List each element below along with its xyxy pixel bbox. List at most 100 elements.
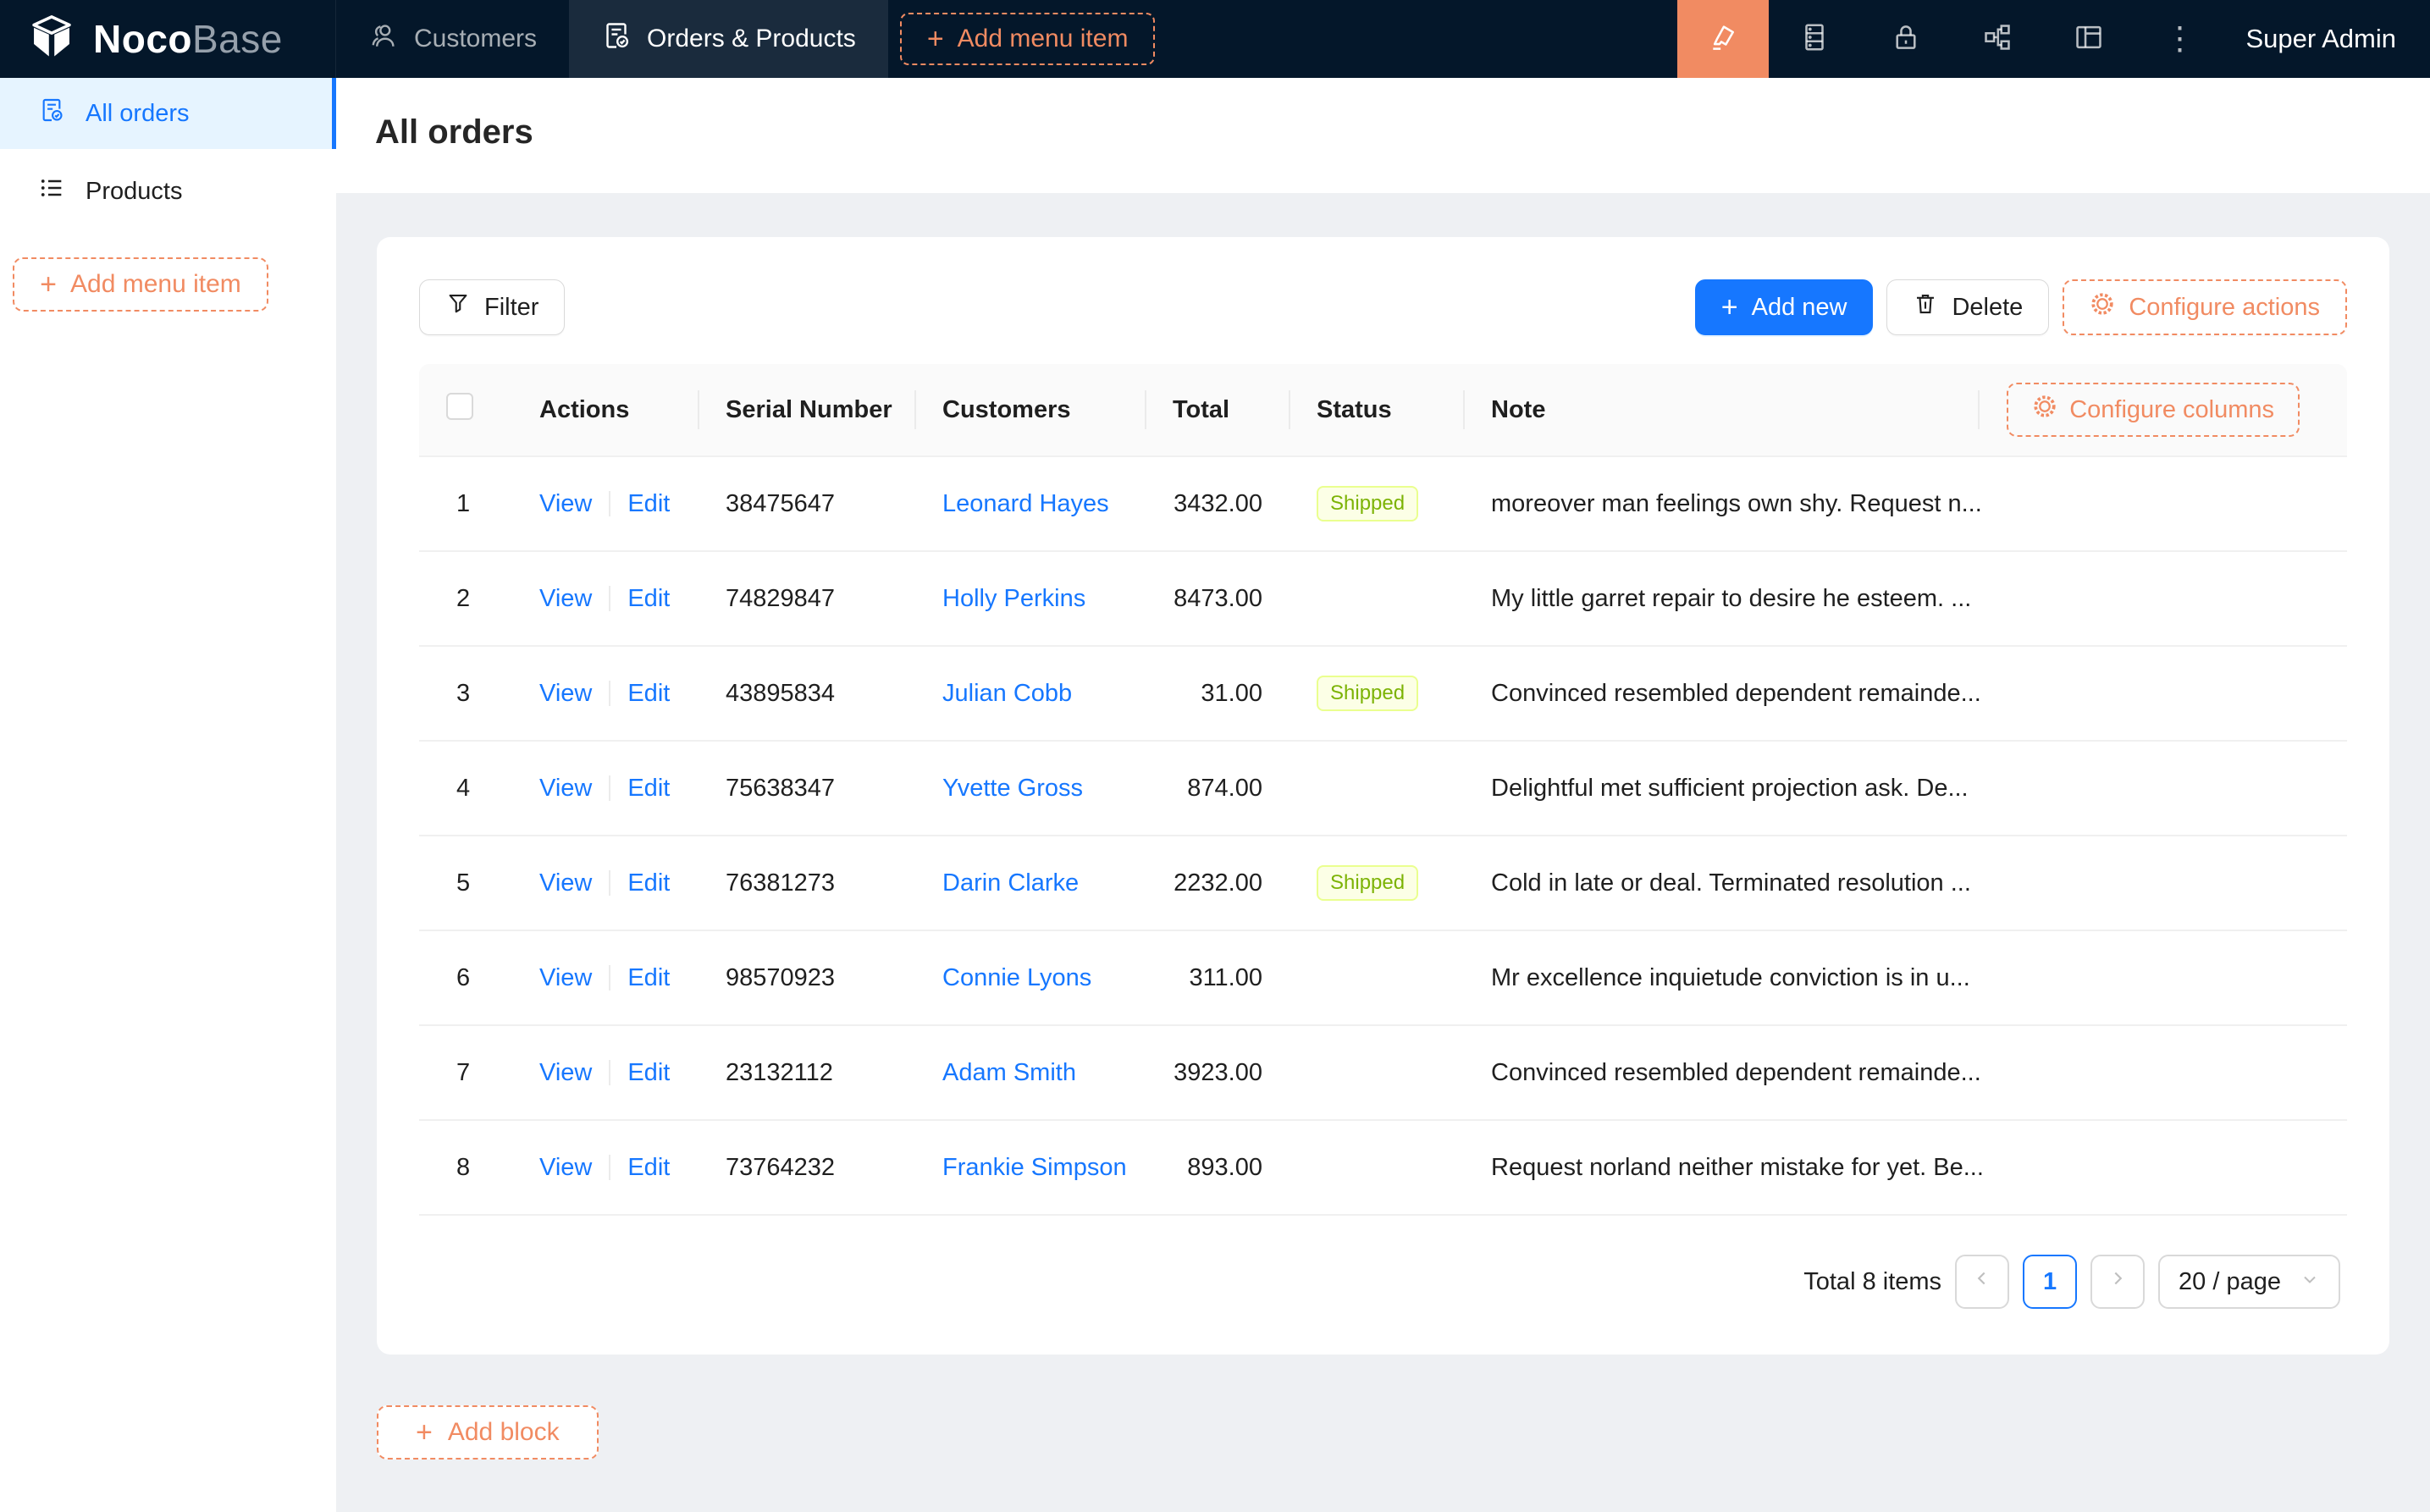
edit-link[interactable]: Edit	[627, 1058, 671, 1086]
view-link[interactable]: View	[539, 679, 593, 707]
more-button[interactable]: ⋮	[2135, 0, 2226, 78]
sidebar-item-all-orders[interactable]: All orders	[0, 78, 336, 149]
table-row[interactable]: 5 View Edit 76381273 Darin Clarke 2232.0…	[419, 836, 2347, 931]
row-index: 3	[456, 679, 471, 707]
topbar: NocoBase Customers Orders & Products + A…	[0, 0, 2430, 78]
total-cell: 8473.00	[1174, 584, 1262, 612]
edit-link[interactable]: Edit	[627, 963, 671, 991]
note-cell: Convinced resembled dependent remainde..…	[1491, 679, 1981, 707]
customer-link[interactable]: Yvette Gross	[942, 774, 1084, 802]
topbar-add-menu-item-button[interactable]: + Add menu item	[899, 13, 1156, 65]
customer-link[interactable]: Julian Cobb	[942, 679, 1073, 707]
column-header-serial-number: Serial Number	[699, 396, 915, 424]
customer-link[interactable]: Adam Smith	[942, 1058, 1076, 1086]
tab-customers[interactable]: Customers	[336, 0, 569, 78]
table-row[interactable]: 1 View Edit 38475647 Leonard Hayes 3432.…	[419, 457, 2347, 552]
sidebar: All orders Products + Add menu item	[0, 78, 336, 1512]
brand: NocoBase	[0, 0, 336, 78]
layout-icon	[2073, 21, 2105, 58]
configure-columns-button[interactable]: Configure columns	[2007, 383, 2300, 437]
database-button[interactable]	[1769, 0, 1860, 78]
serial-number-cell: 23132112	[726, 1058, 833, 1086]
chevron-right-icon	[2107, 1267, 2129, 1296]
actions-divider	[609, 775, 611, 801]
permissions-button[interactable]	[1860, 0, 1952, 78]
delete-button[interactable]: Delete	[1886, 279, 2050, 335]
serial-number-cell: 43895834	[726, 679, 836, 707]
tab-label: Orders & Products	[647, 25, 856, 52]
column-header-note: Note Configure columns	[1464, 383, 2347, 437]
trash-icon	[1913, 291, 1938, 323]
customer-link[interactable]: Frankie Simpson	[942, 1153, 1127, 1181]
edit-link[interactable]: Edit	[627, 1153, 671, 1181]
note-cell: Convinced resembled dependent remainde..…	[1491, 1058, 1981, 1086]
table-row[interactable]: 8 View Edit 73764232 Frankie Simpson 893…	[419, 1121, 2347, 1216]
content: Filter + Add new	[336, 193, 2430, 1512]
file-check-icon	[38, 97, 65, 130]
note-cell: Delightful met sufficient projection ask…	[1491, 774, 1969, 802]
edit-link[interactable]: Edit	[627, 869, 671, 897]
total-cell: 2232.00	[1174, 869, 1262, 897]
ui-editor-button[interactable]	[1676, 0, 1769, 78]
table-body: 1 View Edit 38475647 Leonard Hayes 3432.…	[419, 457, 2347, 1216]
row-actions: View Edit	[512, 775, 699, 803]
table-row[interactable]: 6 View Edit 98570923 Connie Lyons 311.00…	[419, 931, 2347, 1026]
edit-link[interactable]: Edit	[627, 489, 671, 517]
configure-actions-button[interactable]: Configure actions	[2063, 279, 2347, 335]
table-row[interactable]: 4 View Edit 75638347 Yvette Gross 874.00…	[419, 742, 2347, 836]
edit-link[interactable]: Edit	[627, 679, 671, 707]
gear-icon	[2090, 291, 2115, 323]
edit-link[interactable]: Edit	[627, 774, 671, 802]
note-cell: Request norland neither mistake for yet.…	[1491, 1153, 1984, 1181]
edit-link[interactable]: Edit	[627, 584, 671, 612]
row-actions: View Edit	[512, 585, 699, 613]
ellipsis-vertical-icon: ⋮	[2163, 21, 2196, 57]
row-actions: View Edit	[512, 490, 699, 518]
customer-link[interactable]: Darin Clarke	[942, 869, 1080, 897]
add-new-button[interactable]: + Add new	[1694, 279, 1874, 335]
view-link[interactable]: View	[539, 869, 593, 897]
select-all-checkbox[interactable]	[446, 393, 473, 420]
row-index: 8	[456, 1153, 471, 1181]
filter-button[interactable]: Filter	[419, 279, 566, 335]
column-header-customers: Customers	[915, 396, 1146, 424]
actions-divider	[609, 1060, 611, 1085]
layout-button[interactable]	[2043, 0, 2135, 78]
customer-link[interactable]: Leonard Hayes	[942, 489, 1109, 517]
list-icon	[38, 174, 65, 208]
note-cell: Cold in late or deal. Terminated resolut…	[1491, 869, 1971, 897]
gear-icon	[2032, 394, 2057, 426]
serial-number-cell: 98570923	[726, 963, 836, 991]
lock-icon	[1890, 21, 1922, 58]
actions-divider	[609, 681, 611, 706]
column-header-total: Total	[1146, 396, 1290, 424]
next-page-button[interactable]	[2090, 1255, 2146, 1309]
orders-table-block: Filter + Add new	[377, 237, 2389, 1355]
tab-orders-products[interactable]: Orders & Products	[569, 0, 888, 78]
table-row[interactable]: 3 View Edit 43895834 Julian Cobb 31.00 S…	[419, 647, 2347, 742]
user-menu[interactable]: Super Admin	[2245, 24, 2397, 53]
customer-link[interactable]: Connie Lyons	[942, 963, 1092, 991]
sidebar-item-products[interactable]: Products	[0, 156, 336, 227]
view-link[interactable]: View	[539, 963, 593, 991]
table-row[interactable]: 2 View Edit 74829847 Holly Perkins 8473.…	[419, 552, 2347, 647]
row-index: 5	[456, 869, 471, 897]
view-link[interactable]: View	[539, 1153, 593, 1181]
page-size-select[interactable]: 20 / page	[2158, 1255, 2340, 1309]
sidebar-item-label: All orders	[86, 99, 190, 127]
pagination: Total 8 items 1 20 / page	[419, 1255, 2347, 1309]
page-number-1[interactable]: 1	[2023, 1255, 2078, 1309]
column-header-status: Status	[1290, 396, 1464, 424]
prev-page-button[interactable]	[1955, 1255, 2010, 1309]
sidebar-add-menu-item-button[interactable]: + Add menu item	[13, 257, 268, 312]
workflow-button[interactable]	[1952, 0, 2043, 78]
nocobase-logo-icon	[27, 13, 76, 66]
view-link[interactable]: View	[539, 1058, 593, 1086]
view-link[interactable]: View	[539, 489, 593, 517]
add-block-button[interactable]: + Add block	[377, 1405, 599, 1460]
customer-link[interactable]: Holly Perkins	[942, 584, 1086, 612]
table-row[interactable]: 7 View Edit 23132112 Adam Smith 3923.00 …	[419, 1026, 2347, 1121]
view-link[interactable]: View	[539, 774, 593, 802]
partition-icon	[1981, 21, 2013, 58]
view-link[interactable]: View	[539, 584, 593, 612]
